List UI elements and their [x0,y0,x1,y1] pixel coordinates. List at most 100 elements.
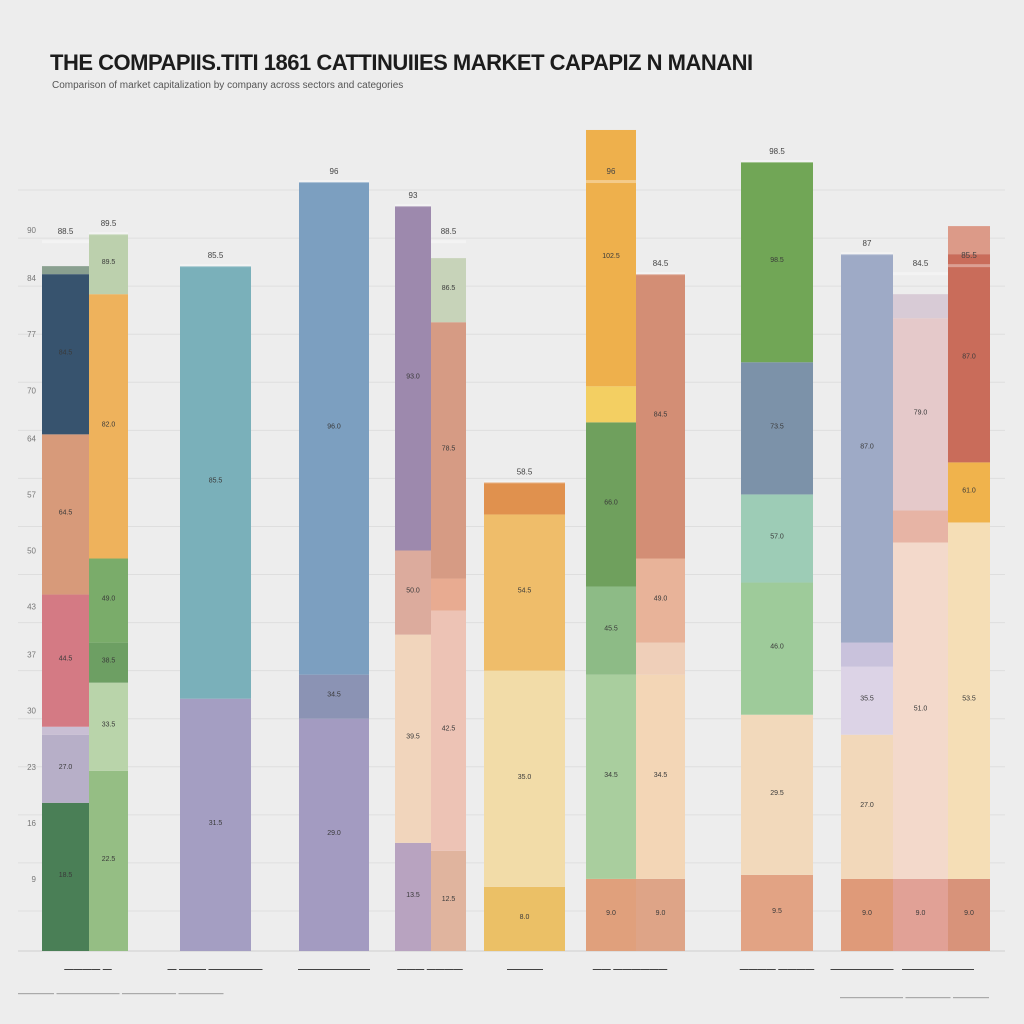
y-tick-label: 84 [27,274,36,283]
bar-segment [636,642,685,675]
bar-total-label: 88.5 [441,227,457,236]
y-tick-label: 30 [27,707,36,716]
x-category-label: ———— — [64,964,112,974]
bar-segment [893,510,948,543]
bar-total-label: 88.5 [58,227,74,236]
bar-segment [89,558,128,643]
y-tick-label: 43 [27,603,36,612]
segment-data-label: 61.0 [962,487,976,494]
segment-data-label: 53.5 [962,696,976,703]
y-tick-label: 64 [27,434,36,443]
bar-segment [89,234,128,295]
chart-title: THE COMPAPIIS.TITI 1861 CATTINUIIES MARK… [50,50,753,75]
segment-data-label: 18.5 [59,872,73,879]
segment-data-label: 87.0 [962,353,976,360]
bar-segment [395,634,431,843]
bar-total-label: 96 [330,167,339,176]
bar-segment [741,714,813,875]
segment-data-label: 35.5 [860,696,874,703]
bar-segment [89,294,128,559]
segment-data-label: 73.5 [770,423,784,430]
segment-data-label: 9.0 [916,910,926,917]
segment-data-label: 29.0 [327,830,341,837]
segment-data-label: 9.0 [964,910,974,917]
bar-segment [636,674,685,879]
bar-total-label: 85.5 [208,251,224,260]
segment-data-label: 46.0 [770,644,784,651]
segment-data-label: 34.5 [327,692,341,699]
y-tick-label: 77 [27,330,36,339]
segment-data-label: 8.0 [520,914,530,921]
segment-data-label: 38.5 [102,658,116,665]
bar-cap [89,232,128,236]
bar-segment [586,422,636,587]
segment-data-label: 78.5 [442,445,456,452]
y-tick-label: 70 [27,386,36,395]
bar-total-label: 85.5 [961,251,977,260]
segment-data-label: 66.0 [604,499,618,506]
y-tick-label: 16 [27,819,36,828]
x-category-label: —— —————— [593,964,668,974]
bar-segment [484,514,565,671]
y-tick-label: 9 [32,875,37,884]
segment-data-label: 9.5 [772,908,782,915]
bar-segment [299,718,369,951]
bar-segment [586,386,636,423]
bar-segment [180,698,251,951]
bar-segment [42,594,89,727]
bar-cap [431,240,466,244]
bar-segment [741,874,813,951]
segment-data-label: 84.5 [654,411,668,418]
bar-total-label: 96 [607,167,616,176]
bar-segment [395,550,431,635]
bar-segment [484,670,565,887]
segment-data-label: 93.0 [406,373,420,380]
bar-total-label: 93 [409,191,418,200]
bar-segment [395,842,431,951]
footer-note-right: ——————— ————— ———— [840,992,990,1002]
segment-data-label: 27.0 [860,802,874,809]
bar-total-label: 87 [863,239,872,248]
bar-cap [841,252,893,256]
bar-segment [893,318,948,511]
bar-segment [484,886,565,951]
x-category-label: ———————— [298,964,370,974]
bar-segment [948,226,990,255]
bar-segment [841,666,893,735]
segment-data-label: 45.5 [604,626,618,633]
segment-data-label: 87.0 [860,443,874,450]
x-category-label: ——— ———— [397,964,463,974]
bar-cap [484,480,565,484]
segment-data-label: 42.5 [442,726,456,733]
bar-segment [948,522,990,879]
bar-total-label: 84.5 [913,259,929,268]
bar-segment [299,674,369,719]
bar-segment [431,610,466,851]
y-tick-label: 57 [27,490,36,499]
bar-cap [636,272,685,276]
x-category-label: ———————— [902,964,974,974]
segment-data-label: 102.5 [602,253,620,260]
x-category-label: ———— ———— [740,964,815,974]
bar-segment [636,878,685,951]
bar-segment [42,274,89,435]
bar-segment [586,878,636,951]
segment-data-label: 86.5 [442,285,456,292]
bar-segment [948,254,990,463]
bar-total-label: 89.5 [101,219,117,228]
bar-cap [586,180,636,184]
bar-segment [89,642,128,683]
bar-cap [741,160,813,164]
segment-data-label: 89.5 [102,259,116,266]
segment-data-label: 13.5 [406,892,420,899]
bar-segment [841,254,893,643]
segment-data-label: 49.0 [102,596,116,603]
bar-total-label: 58.5 [517,467,533,476]
segment-data-label: 84.5 [59,349,73,356]
bar-segment [42,726,89,735]
segment-data-label: 22.5 [102,856,116,863]
bar-segment [841,878,893,951]
segment-data-label: 85.5 [209,477,223,484]
bar-segment [948,878,990,951]
bar-total-label: 98.5 [769,147,785,156]
